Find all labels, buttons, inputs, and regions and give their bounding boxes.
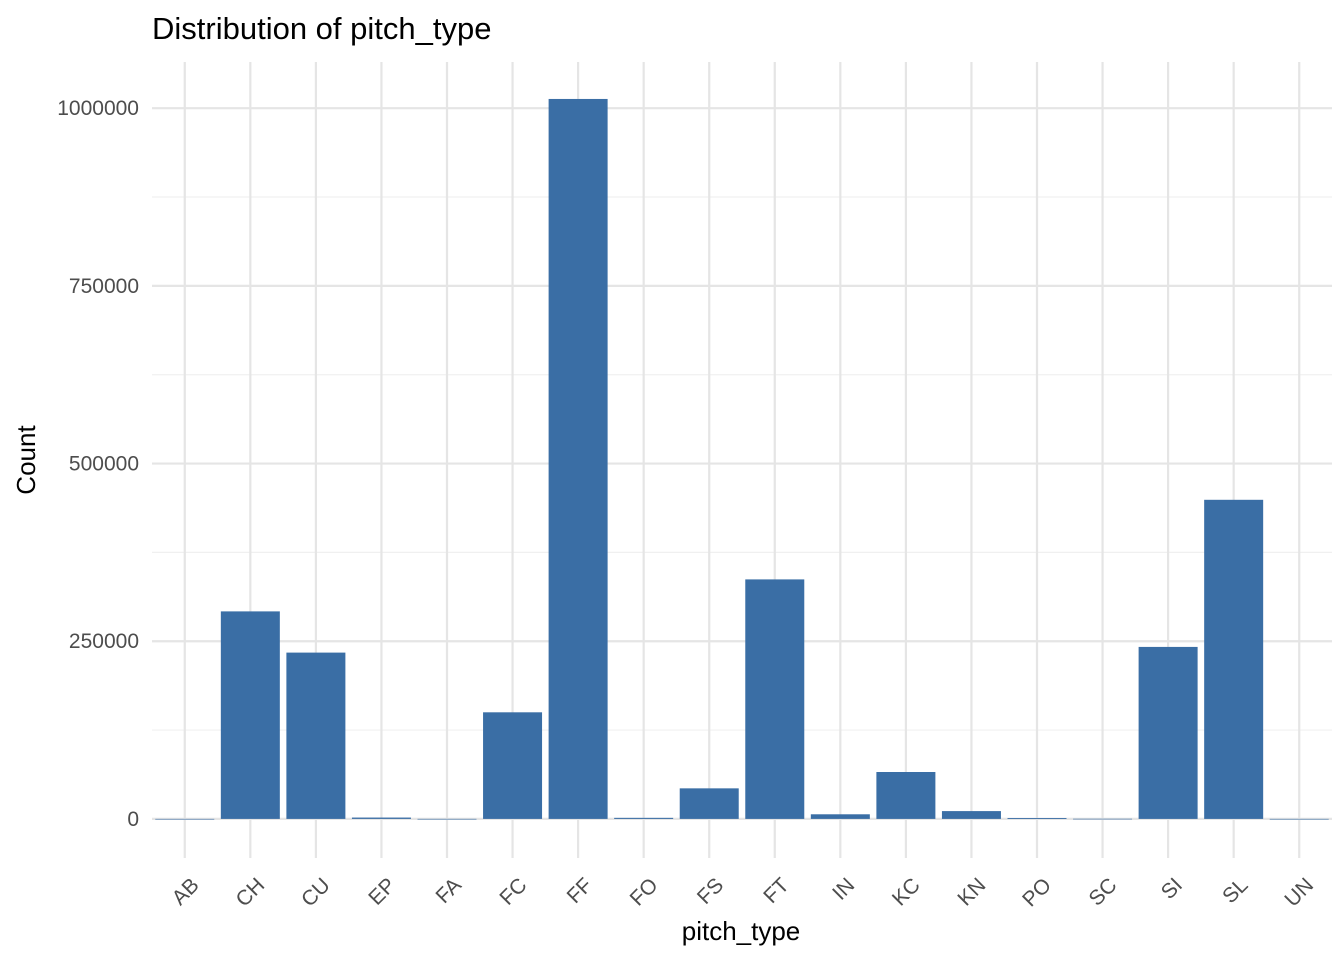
x-tick-label: FF xyxy=(563,874,597,908)
x-tick-label: SL xyxy=(1218,874,1252,908)
bar-ch xyxy=(220,611,280,819)
x-tick-label: CH xyxy=(232,874,270,912)
bar-po xyxy=(1007,817,1067,819)
x-tick-label: UN xyxy=(1280,874,1318,912)
x-tick-label: FO xyxy=(626,874,663,911)
bar-kc xyxy=(876,772,936,819)
x-tick-label: AB xyxy=(168,874,204,910)
x-tick-label: FC xyxy=(495,874,531,910)
bar-sc xyxy=(1073,818,1133,820)
bar-fa xyxy=(417,818,477,820)
y-tick-label: 1000000 xyxy=(57,97,139,120)
bar-fc xyxy=(483,712,543,819)
x-tick-label: FT xyxy=(759,874,794,909)
bar-fs xyxy=(679,788,739,819)
bar-ab xyxy=(155,818,215,820)
y-tick-label: 500000 xyxy=(69,453,139,476)
bar-ff xyxy=(548,98,608,819)
x-tick-label: FS xyxy=(693,874,728,909)
x-tick-label: PO xyxy=(1018,874,1056,912)
x-tick-label: KC xyxy=(888,874,925,911)
x-axis-title: pitch_type xyxy=(682,916,801,946)
x-tick-label: SI xyxy=(1157,874,1187,904)
bar-kn xyxy=(941,811,1001,819)
x-tick-label: EP xyxy=(364,874,400,910)
y-tick-label: 0 xyxy=(127,808,139,831)
y-tick-label: 750000 xyxy=(69,275,139,298)
x-tick-label: FA xyxy=(432,874,466,908)
grid-lines xyxy=(152,62,1332,858)
bar-ep xyxy=(351,817,411,819)
bar-ft xyxy=(745,579,805,819)
bar-un xyxy=(1269,818,1329,820)
bar-cu xyxy=(286,652,346,819)
x-tick-label: KN xyxy=(953,874,990,911)
y-axis-ticks: 0 250000 500000 750000 1000000 xyxy=(57,97,139,831)
bar-in xyxy=(810,814,870,819)
x-axis-ticks: AB CH CU EP FA FC FF FO FS FT IN KC KN PO SC SI SL UN xyxy=(168,874,1319,912)
y-axis-title: Count xyxy=(11,425,41,495)
x-tick-label: SC xyxy=(1085,874,1122,911)
x-tick-label: CU xyxy=(297,874,335,912)
bar-fo xyxy=(614,817,674,819)
chart-title: Distribution of pitch_type xyxy=(152,11,491,46)
bar-sl xyxy=(1204,499,1264,819)
bars xyxy=(155,98,1329,820)
x-tick-label: IN xyxy=(828,874,859,905)
bar-si xyxy=(1138,646,1198,819)
y-tick-label: 250000 xyxy=(69,630,139,653)
